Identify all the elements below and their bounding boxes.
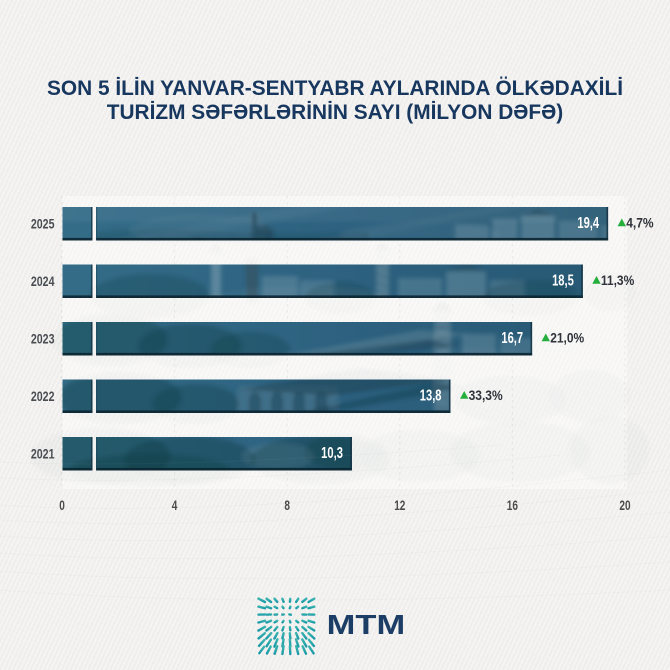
svg-text:2021: 2021 — [31, 446, 55, 462]
svg-text:4,7%: 4,7% — [626, 215, 654, 231]
svg-text:2025: 2025 — [31, 216, 55, 232]
svg-text:20: 20 — [619, 497, 630, 513]
svg-text:10,3: 10,3 — [321, 444, 343, 461]
svg-text:2022: 2022 — [31, 388, 55, 404]
svg-text:19,4: 19,4 — [577, 214, 599, 231]
svg-text:13,8: 13,8 — [420, 387, 442, 404]
svg-text:21,0%: 21,0% — [550, 330, 584, 346]
svg-text:8: 8 — [284, 497, 290, 513]
svg-text:4: 4 — [172, 497, 178, 513]
svg-text:33,3%: 33,3% — [469, 387, 503, 403]
svg-text:MTM: MTM — [327, 609, 406, 640]
svg-text:0: 0 — [59, 497, 65, 513]
svg-text:2023: 2023 — [31, 331, 55, 347]
svg-text:12: 12 — [394, 497, 405, 513]
svg-text:16: 16 — [507, 497, 518, 513]
svg-text:2024: 2024 — [31, 273, 55, 289]
svg-text:18,5: 18,5 — [552, 272, 574, 289]
svg-text:16,7: 16,7 — [501, 329, 523, 346]
svg-text:11,3%: 11,3% — [601, 272, 635, 288]
